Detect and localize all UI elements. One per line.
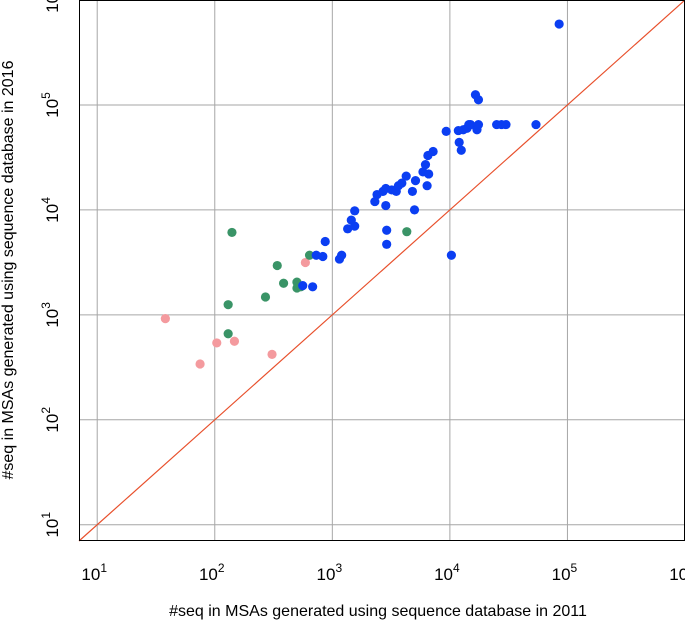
data-point (267, 349, 277, 359)
data-point (278, 278, 289, 288)
data-point (229, 336, 240, 346)
y-tick-label: 103 (39, 302, 62, 328)
data-point (382, 225, 392, 235)
data-point (422, 181, 432, 191)
y-tick-labels: 101 102 103 104 105 106 (39, 0, 62, 538)
y-tick-label: 101 (39, 512, 62, 538)
data-point (454, 137, 464, 147)
data-point (397, 178, 407, 188)
data-point (350, 206, 360, 216)
x-tick-label: 103 (317, 561, 343, 584)
data-point (343, 224, 353, 234)
data-point (223, 300, 233, 310)
data-point (409, 205, 420, 215)
data-point (318, 251, 328, 262)
data-point (260, 292, 271, 302)
data-point (223, 329, 233, 339)
x-axis-label: #seq in MSAs generated using sequence da… (169, 603, 587, 620)
data-points (160, 19, 564, 369)
data-point (298, 280, 308, 291)
x-tick-label: 104 (434, 561, 460, 584)
data-point (473, 95, 484, 105)
y-axis-label: #seq in MSAs generated using sequence da… (0, 60, 17, 479)
x-tick-label: 106 (669, 561, 685, 584)
data-point (304, 250, 315, 260)
y-tick-label: 104 (39, 197, 62, 223)
y-tick-label: 106 (39, 0, 62, 13)
data-point (424, 169, 434, 179)
data-point (554, 19, 564, 29)
x-tick-label: 101 (81, 561, 107, 584)
data-point (420, 160, 431, 170)
data-point (350, 221, 360, 231)
x-tick-label: 105 (552, 561, 578, 584)
grid (79, 0, 685, 541)
data-point (320, 236, 330, 247)
data-point (195, 359, 205, 369)
y-tick-label: 105 (39, 92, 62, 118)
data-point (531, 119, 541, 130)
data-point (227, 227, 237, 238)
data-point (308, 282, 318, 292)
x-tick-labels: 101 102 103 104 105 106 (81, 561, 685, 584)
data-point (465, 119, 476, 130)
data-point (446, 250, 456, 260)
data-point (407, 186, 418, 197)
data-point (212, 338, 222, 348)
data-point (382, 239, 392, 249)
data-point (381, 200, 391, 211)
data-point (370, 196, 380, 207)
data-point (401, 171, 411, 181)
data-point (160, 314, 170, 324)
y-tick-label: 102 (39, 407, 62, 433)
data-point (441, 126, 451, 136)
data-point (410, 176, 421, 186)
data-point (337, 250, 347, 260)
x-tick-label: 102 (199, 561, 225, 584)
data-point (428, 146, 438, 157)
identity-line (78, 0, 685, 542)
data-point (456, 145, 466, 155)
data-point (501, 119, 511, 130)
data-point (272, 260, 282, 271)
data-point (473, 119, 484, 130)
data-point (402, 227, 412, 237)
data-point (300, 257, 310, 268)
